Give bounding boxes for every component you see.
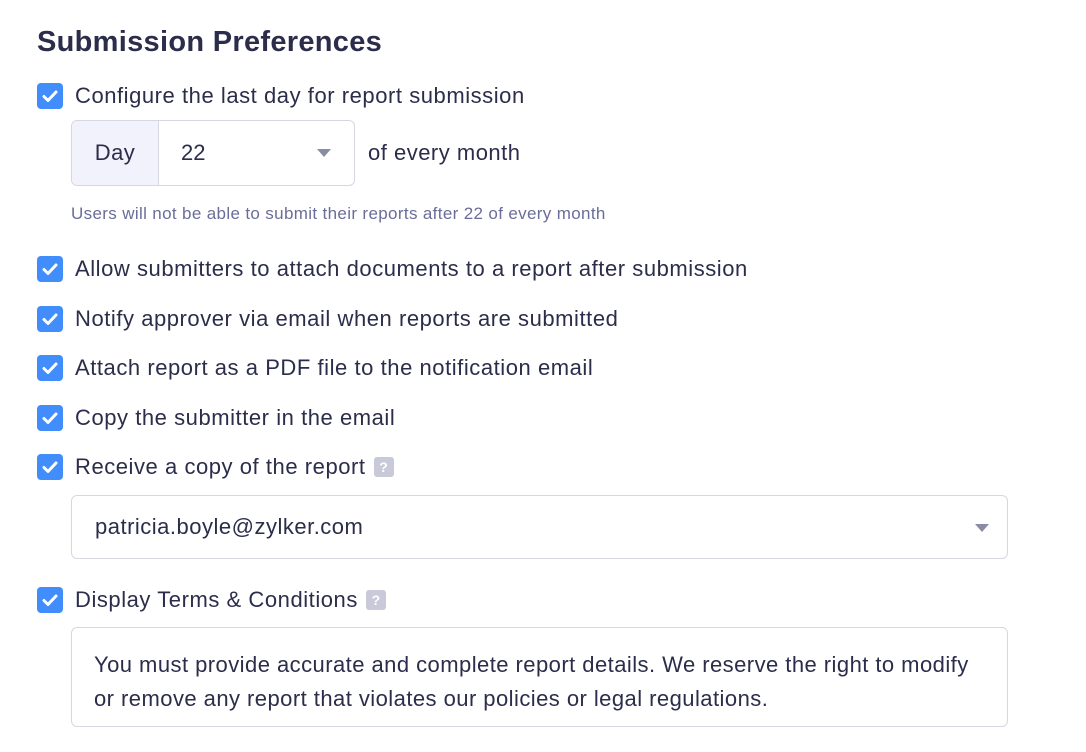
help-icon[interactable]: ? (373, 457, 394, 477)
checkbox-attach-documents[interactable] (37, 256, 63, 282)
checkbox-receive-copy[interactable] (37, 454, 63, 480)
checkbox-row-last-day[interactable]: Configure the last day for report submis… (37, 82, 525, 110)
checkbox-label: Allow submitters to attach documents to … (75, 256, 748, 281)
day-select-value: 22 (181, 140, 206, 165)
checkbox-row-attach-pdf[interactable]: Attach report as a PDF file to the notif… (37, 354, 593, 382)
checkbox-label: Attach report as a PDF file to the notif… (75, 355, 594, 380)
checkmark-icon (42, 412, 58, 424)
terms-textarea[interactable]: You must provide accurate and complete r… (71, 627, 1008, 727)
day-addon: Day (72, 121, 159, 185)
checkmark-icon (42, 594, 58, 606)
checkbox-row-terms[interactable]: Display Terms & Conditions ? (37, 586, 386, 614)
checkmark-icon (42, 362, 58, 374)
checkbox-copy-submitter[interactable] (37, 405, 63, 431)
copy-recipient-value: patricia.boyle@zylker.com (95, 514, 364, 539)
day-select[interactable]: 22 (159, 121, 354, 185)
checkbox-row-copy-submitter[interactable]: Copy the submitter in the email (37, 404, 395, 432)
checkmark-icon (42, 313, 58, 325)
checkbox-notify-approver[interactable] (37, 306, 63, 332)
checkbox-label: Receive a copy of the report (75, 454, 366, 479)
section-title: Submission Preferences (37, 26, 383, 58)
checkmark-icon (42, 90, 58, 102)
day-suffix: of every month (368, 140, 521, 165)
checkbox-last-day[interactable] (37, 83, 63, 109)
day-select-group: Day 22 (71, 120, 355, 186)
checkbox-row-receive-copy[interactable]: Receive a copy of the report ? (37, 453, 394, 481)
checkbox-label: Notify approver via email when reports a… (75, 306, 619, 331)
checkmark-icon (42, 461, 58, 473)
checkbox-label: Display Terms & Conditions (75, 587, 358, 612)
copy-recipient-select[interactable]: patricia.boyle@zylker.com (71, 495, 1008, 559)
caret-down-icon (975, 524, 989, 532)
checkbox-row-attach-documents[interactable]: Allow submitters to attach documents to … (37, 255, 748, 283)
checkbox-row-notify-approver[interactable]: Notify approver via email when reports a… (37, 305, 618, 333)
caret-down-icon (317, 149, 331, 157)
checkmark-icon (42, 263, 58, 275)
checkbox-label: Configure the last day for report submis… (75, 83, 525, 108)
help-icon[interactable]: ? (365, 590, 386, 610)
day-hint: Users will not be able to submit their r… (71, 204, 606, 223)
checkbox-label: Copy the submitter in the email (75, 405, 396, 430)
checkbox-terms[interactable] (37, 587, 63, 613)
checkbox-attach-pdf[interactable] (37, 355, 63, 381)
